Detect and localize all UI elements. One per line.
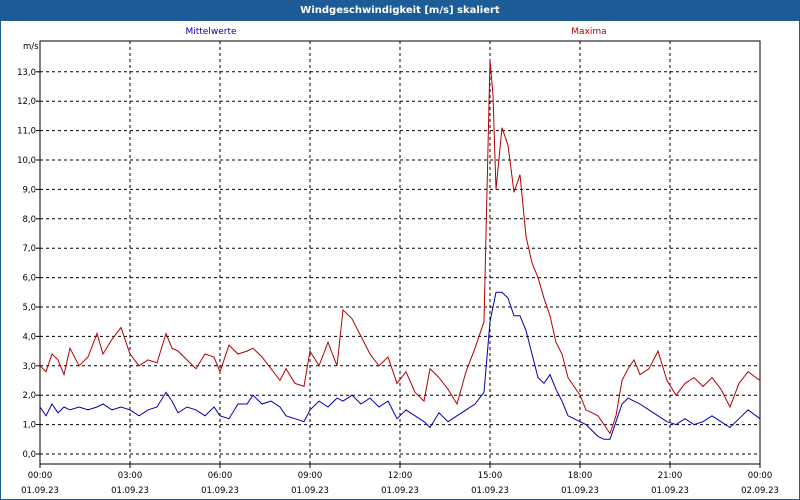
x-tick-date: 01.09.23 bbox=[471, 486, 509, 496]
legend-mittelwerte: Mittelwerte bbox=[185, 27, 236, 37]
x-tick-time: 03:00 bbox=[118, 471, 143, 481]
legend-maxima: Maxima bbox=[571, 27, 606, 37]
y-tick-label: 1,0 bbox=[22, 421, 36, 431]
x-tick-date: 01.09.23 bbox=[111, 486, 149, 496]
y-tick-label: 4,0 bbox=[22, 332, 36, 342]
x-tick-date: 01.09.23 bbox=[201, 486, 239, 496]
y-tick-label: 13,0 bbox=[17, 68, 36, 78]
y-tick-label: 12,0 bbox=[17, 97, 36, 107]
series-line-mittelwerte bbox=[39, 291, 761, 440]
y-tick-label: 5,0 bbox=[22, 303, 36, 313]
x-tick-date: 01.09.23 bbox=[651, 486, 689, 496]
x-tick-date: 01.09.23 bbox=[381, 486, 419, 496]
x-axis-ticks: 00:00 01.09.23 03:00 01.09.23 06:00 01.09.23 0… bbox=[21, 464, 779, 496]
y-tick-label: 0,0 bbox=[22, 450, 36, 460]
series-lines bbox=[39, 59, 761, 440]
x-tick-time: 21:00 bbox=[658, 471, 683, 481]
x-tick-time: 09:00 bbox=[298, 471, 323, 481]
y-tick-label: 11,0 bbox=[17, 127, 36, 137]
series-line-maxima bbox=[39, 59, 761, 435]
y-tick-label: 7,0 bbox=[22, 244, 36, 254]
y-tick-label: 3,0 bbox=[22, 362, 36, 372]
x-tick-date: 02.09.23 bbox=[741, 486, 779, 496]
x-tick-date: 01.09.23 bbox=[561, 486, 599, 496]
x-tick-time: 00:00 bbox=[28, 471, 53, 481]
x-tick-date: 01.09.23 bbox=[291, 486, 329, 496]
grid-lines bbox=[40, 41, 760, 464]
x-tick-date: 01.09.23 bbox=[21, 486, 59, 496]
y-axis-label: m/s bbox=[23, 42, 39, 52]
y-tick-label: 2,0 bbox=[22, 391, 36, 401]
y-axis-ticks: 0,0 1,0 2,0 3,0 4,0 5,0 6,0 7,0 8,0 9,0 10,0 11,0 12… bbox=[17, 68, 40, 460]
x-tick-time: 18:00 bbox=[568, 471, 593, 481]
window-title: Windgeschwindigkeit [m/s] skaliert bbox=[1, 1, 799, 21]
y-tick-label: 8,0 bbox=[22, 215, 36, 225]
y-tick-label: 6,0 bbox=[22, 274, 36, 284]
x-tick-time: 06:00 bbox=[208, 471, 233, 481]
x-tick-time: 15:00 bbox=[478, 471, 503, 481]
x-tick-time: 12:00 bbox=[388, 471, 413, 481]
y-tick-label: 9,0 bbox=[22, 185, 36, 195]
x-tick-time: 00:00 bbox=[748, 471, 773, 481]
y-tick-label: 10,0 bbox=[17, 156, 36, 166]
